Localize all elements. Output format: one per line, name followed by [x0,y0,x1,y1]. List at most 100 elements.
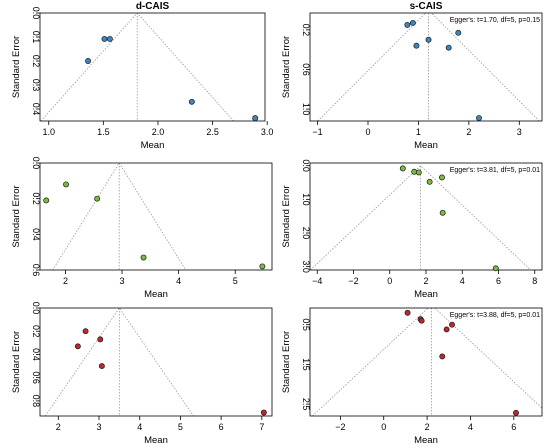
funnel-limit-lines [312,308,542,416]
y-tick-label: 0.4 [31,228,41,241]
x-tick-label: 0 [381,422,386,432]
study-point [140,254,147,261]
x-tick-label: 3 [97,422,102,432]
egger-test-annotation: Egger's: t=1.70, df=5, p=0.15 [450,17,540,24]
x-tick-label: 8 [532,276,537,286]
x-axis-label: Mean [141,140,165,151]
x-tick-label: 2.0 [152,127,165,137]
y-tick-label: 1.5 [301,358,311,371]
funnel-limit-lines [40,13,234,121]
study-point [445,44,452,51]
study-point [97,336,104,343]
study-point [74,343,81,350]
x-tick-label: 6 [496,276,501,286]
plot-frame [39,307,273,417]
panel-title: d-CAIS [136,1,170,12]
y-tick-label: 2.5 [301,398,311,411]
study-point [439,174,445,181]
study-point [426,178,433,185]
study-point [252,115,259,122]
study-point [443,326,450,333]
x-tick-label: 6 [219,422,224,432]
y-tick-label: 0.0 [31,157,41,170]
study-point [415,169,422,176]
y-axis-label: Standard Error [281,331,292,393]
x-tick-label: −1 [312,127,322,137]
x-axis-label: Mean [144,289,168,300]
x-tick-label: 2 [466,127,471,137]
plot-frame [39,162,273,271]
x-tick-label: 2 [425,422,430,432]
y-tick-label: 0.2 [31,325,41,338]
y-tick-label: 0.2 [31,192,41,205]
x-axis-label: Mean [414,435,438,446]
x-tick-label: 5 [233,276,238,286]
y-axis-label: Standard Error [11,331,22,393]
plot-frame [309,12,543,122]
x-tick-label: 2.5 [206,127,219,137]
funnel-panel-6: −2 0 2 4 6 0.5 1.5 2.5 Mean Standard Error Egger's… [281,307,543,446]
study-point [94,195,101,202]
x-tick-label: 4 [176,276,181,286]
funnel-panel-5: 2 3 4 5 6 7 0.0 0.2 0.4 0.6 0.8 Mean Standard Error [11,302,273,446]
funnel-panel-2: −1 0 1 2 3 0.2 0.6 1.0 Mean Standard Error s-CAIS E… [281,1,543,151]
y-tick-label: 0.0 [31,7,41,20]
y-axis-label: Standard Error [281,185,292,247]
y-axis-label: Standard Error [11,185,22,247]
y-tick-label: 0.1 [31,31,41,44]
x-tick-label: 4 [460,276,465,286]
y-tick-label: 3.0 [301,260,311,273]
panel-title: s-CAIS [410,1,443,12]
x-axis-label: Mean [414,140,438,151]
x-tick-label: 3.0 [261,127,274,137]
x-tick-label: 5 [178,422,183,432]
funnel-panel-1: 1.0 1.5 2.0 2.5 3.0 0.0 0.1 0.2 0.3 0.4 Mean Standa… [11,1,273,151]
x-tick-label: 6 [511,422,516,432]
x-tick-label: 7 [259,422,264,432]
x-tick-label: 1.0 [42,127,55,137]
x-axis-label: Mean [144,435,168,446]
study-point [63,181,69,188]
x-axis-label: Mean [414,289,438,300]
plot-frame [309,162,543,271]
egger-test-annotation: Egger's: t=3.88, df=5, p=0.01 [450,312,540,319]
study-point [260,409,267,416]
y-tick-label: 0.4 [31,103,41,116]
study-point [449,321,455,328]
x-tick-label: 0 [387,276,392,286]
study-point [476,115,482,121]
funnel-panel-4: −4 −2 0 2 4 6 8 0.0 1.0 2.0 3.0 Mean Standard Error E… [281,159,543,300]
study-point [82,328,89,335]
study-point [404,309,411,316]
y-tick-label: 0.0 [31,302,41,315]
study-point [418,317,425,324]
x-tick-label: −2 [348,276,358,286]
study-point [85,58,92,64]
y-tick-label: 0.8 [31,395,41,408]
y-tick-label: 0.6 [31,371,41,384]
study-point [455,29,462,36]
y-tick-label: 0.0 [301,159,311,172]
study-point [439,209,446,216]
y-axis-label: Standard Error [281,36,292,98]
y-tick-label: 0.6 [301,63,311,76]
study-point [409,19,416,26]
x-tick-label: 4 [468,422,473,432]
x-tick-label: 2 [423,276,428,286]
y-tick-label: 0.3 [31,79,41,92]
funnel-limit-lines [310,165,531,270]
y-axis-label: Standard Error [11,36,22,98]
study-point [413,42,420,49]
x-tick-label: 3 [120,276,125,286]
study-point [106,35,113,42]
y-tick-label: 0.6 [31,264,41,277]
x-tick-label: 1.5 [97,127,110,137]
funnel-limit-lines [52,163,187,270]
study-point [101,35,108,42]
y-tick-label: 0.2 [31,55,41,68]
x-tick-label: 1 [416,127,421,137]
study-point [43,197,50,204]
study-point [188,98,195,105]
x-tick-label: −2 [335,422,345,432]
y-tick-label: 1.0 [301,193,311,206]
